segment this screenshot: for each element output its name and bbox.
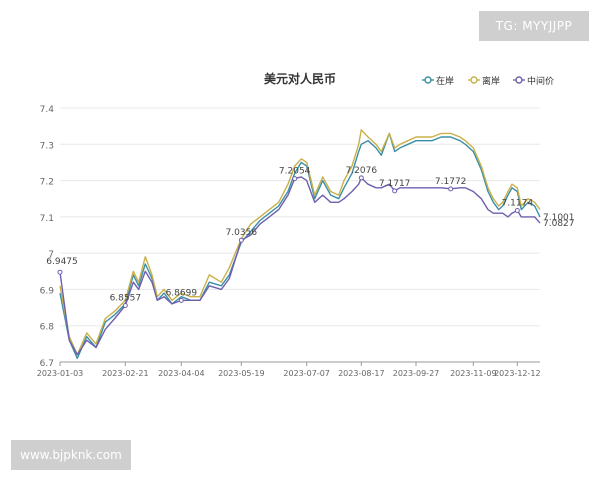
y-tick-label: 7.1 (40, 214, 54, 224)
x-tick-label: 2023-12-12 (494, 369, 541, 378)
annotation-marker (178, 297, 184, 303)
y-tick-label: 6.8 (40, 323, 55, 333)
annotation-label: 7.2076 (346, 166, 378, 176)
annotation-label: 7.1717 (379, 179, 411, 189)
x-tick-label: 2023-04-04 (158, 369, 205, 378)
legend-label: 离岸 (482, 75, 500, 87)
x-tick-label: 2023-05-19 (218, 369, 265, 378)
legend-label: 在岸 (436, 75, 454, 87)
y-tick-label: 7.3 (40, 141, 54, 151)
y-tick-label: 6.9 (40, 286, 55, 296)
legend-item-2[interactable]: 离岸 (468, 75, 500, 87)
annotation-label: 6.8699 (166, 288, 198, 298)
y-tick-label: 6.7 (40, 359, 54, 369)
annotation-label: 7.1174 (502, 199, 534, 209)
y-tick-label: 7.2 (40, 178, 54, 188)
annotation-marker (122, 303, 128, 309)
y-tick-label: 7 (48, 250, 54, 260)
chart-title: 美元对人民币 (264, 71, 336, 86)
annotation-marker (57, 269, 63, 275)
annotation-label: 6.8557 (110, 294, 142, 304)
annotation-marker (514, 208, 520, 214)
annotation-marker (358, 175, 364, 181)
annotation-label: 7.2054 (279, 167, 311, 177)
annotation-marker (238, 237, 244, 243)
annotation-label: 7.0356 (226, 228, 258, 238)
series-line-2 (59, 129, 541, 356)
watermark-site: www.bjpknk.com (11, 440, 131, 470)
x-tick-label: 2023-11-09 (450, 369, 497, 378)
annotation-label: 6.9475 (46, 257, 78, 267)
y-axis: 6.7 6.8 6.9 7 7.1 7.2 7.3 7.4 (40, 105, 55, 369)
annotation-marker (448, 186, 454, 192)
legend-item-1[interactable]: 在岸 (422, 75, 454, 87)
x-tick-label: 2023-07-07 (283, 369, 330, 378)
legend-item-3[interactable]: 中间价 (513, 75, 554, 87)
legend-marker (424, 76, 432, 84)
legend-marker (470, 76, 478, 84)
chart-legend[interactable]: 在岸 离岸 中间价 (422, 75, 554, 87)
annotation-label: 7.1001 (543, 213, 575, 223)
annotation-label: 7.1772 (435, 177, 467, 187)
annotation-marker (292, 176, 298, 182)
watermark-tag: TG: MYYJJPP (479, 11, 589, 41)
legend-label: 中间价 (527, 75, 554, 87)
x-tick-label: 2023-09-27 (393, 369, 440, 378)
annotation-label: 7.0827 (543, 219, 575, 229)
series-line-3 (59, 176, 541, 356)
x-tick-label: 2023-01-03 (37, 369, 84, 378)
x-tick-label: 2023-08-17 (338, 369, 385, 378)
annotation-marker (392, 188, 398, 194)
series-line-1 (59, 132, 541, 360)
chart-series (59, 129, 541, 360)
y-tick-label: 7.4 (40, 105, 55, 115)
legend-marker (515, 76, 523, 84)
x-tick-label: 2023-02-21 (102, 369, 149, 378)
x-axis: 2023-01-03 2023-02-21 2023-04-04 2023-05-19… (37, 361, 541, 378)
